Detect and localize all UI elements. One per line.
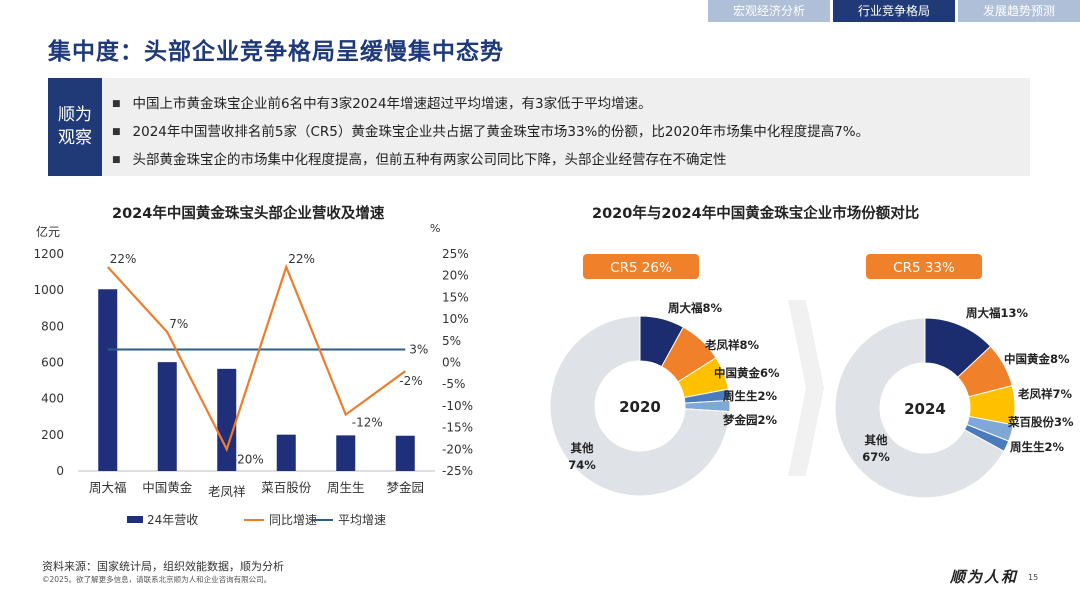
tab-industry-competition[interactable]: 行业竞争格局 xyxy=(833,0,955,22)
legend-swatch-revenue xyxy=(127,516,143,523)
donut-slice xyxy=(834,317,1005,499)
slice-label: 老凤祥7% xyxy=(1017,387,1073,401)
cr5-badge-label: CR5 33% xyxy=(893,260,955,276)
donut-center-year: 2024 xyxy=(904,400,946,418)
source-note: 资料来源：国家统计局，组织效能数据，顺为分析 xyxy=(42,560,284,573)
observation-point: 中国上市黄金珠宝企业前6名中有3家2024年增速超过平均增速，有3家低于平均增速… xyxy=(112,90,869,118)
tab-trend-forecast[interactable]: 发展趋势预测 xyxy=(958,0,1080,22)
left-tick-label: 1000 xyxy=(33,283,64,297)
yoy-data-label: -20% xyxy=(233,452,264,466)
observation-point: 2024年中国营收排名前5家（CR5）黄金珠宝企业共占据了黄金珠宝市场33%的份… xyxy=(112,118,870,146)
revenue-bar xyxy=(98,289,118,471)
slice-label: 老凤祥8% xyxy=(704,338,760,352)
slice-label: 周大福8% xyxy=(668,301,723,315)
revenue-bar xyxy=(395,435,415,471)
category-label: 菜百股份 xyxy=(261,480,312,495)
revenue-bar xyxy=(157,362,177,471)
observation-tag-line1: 顺为 xyxy=(58,105,92,125)
yoy-data-label: -2% xyxy=(399,374,422,388)
slice-label: 周生生2% xyxy=(1010,440,1065,454)
slice-label: 周大福13% xyxy=(966,306,1029,320)
left-axis-unit: 亿元 xyxy=(36,224,60,239)
slice-label: 梦金园2% xyxy=(723,413,778,427)
right-tick-label: -10% xyxy=(442,399,473,413)
right-axis-unit: % xyxy=(430,222,440,235)
left-tick-label: 200 xyxy=(41,428,64,442)
top-nav-tabs: 宏观经济分析 行业竞争格局 发展趋势预测 xyxy=(705,0,1080,22)
bar-chart-title: 2024年中国黄金珠宝头部企业营收及增速 xyxy=(112,206,385,222)
category-label: 中国黄金 xyxy=(142,480,193,495)
copyright-note: ©2025。欲了解更多信息，请联系北京顺为人和企业咨询有限公司。 xyxy=(42,575,272,584)
right-tick-label: 0% xyxy=(442,356,461,370)
slice-label: 菜百股份3% xyxy=(1007,415,1074,429)
slice-label: 中国黄金8% xyxy=(1004,352,1070,366)
donut-center-year: 2020 xyxy=(619,398,661,416)
observation-point: 头部黄金珠宝企的市场集中化程度提高，但前五种有两家公司同比下降，头部企业经营存在… xyxy=(112,146,869,174)
revenue-bar xyxy=(276,434,296,471)
cr5-badge xyxy=(866,254,982,279)
cr5-badge-label: CR5 26% xyxy=(610,260,672,276)
right-tick-label: -25% xyxy=(442,464,473,478)
legend-label-average: 平均增速 xyxy=(338,513,386,527)
right-tick-label: 5% xyxy=(442,334,461,348)
left-tick-label: 600 xyxy=(41,356,64,370)
observation-box: 顺为 观察 中国上市黄金珠宝企业前6名中有3家2024年增速超过平均增速，有3家… xyxy=(48,78,1030,176)
pie-chart-title: 2020年与2024年中国黄金珠宝企业市场份额对比 xyxy=(592,206,920,222)
left-tick-label: 0 xyxy=(56,464,64,478)
slice-label: 周生生2% xyxy=(723,389,778,403)
page-number: 15 xyxy=(1028,573,1039,582)
left-tick-label: 800 xyxy=(41,319,64,333)
slice-percent-label: 67% xyxy=(862,450,890,464)
left-tick-label: 1200 xyxy=(33,247,64,261)
observation-tag: 顺为 观察 xyxy=(48,78,102,176)
company-logo: 顺为人和 xyxy=(950,568,1019,586)
average-growth-label: 3% xyxy=(409,342,428,356)
category-label: 梦金园 xyxy=(386,480,424,495)
right-tick-label: 15% xyxy=(442,290,469,304)
left-tick-label: 400 xyxy=(41,392,64,406)
observation-tag-line2: 观察 xyxy=(58,128,92,148)
slice-label: 其他 xyxy=(571,441,594,455)
page-title: 集中度：头部企业竞争格局呈缓慢集中态势 xyxy=(48,39,504,65)
revenue-bar xyxy=(336,435,356,471)
right-tick-label: -15% xyxy=(442,421,473,435)
legend-label-yoy: 同比增速 xyxy=(269,513,317,527)
arrow-shape xyxy=(788,300,824,476)
yoy-data-label: 7% xyxy=(169,317,188,331)
right-tick-label: 10% xyxy=(442,312,469,326)
yoy-data-label: 22% xyxy=(288,252,315,266)
tab-macro-economy[interactable]: 宏观经济分析 xyxy=(708,0,830,22)
right-tick-label: 25% xyxy=(442,247,469,261)
yoy-data-label: 22% xyxy=(110,252,137,266)
category-label: 周生生 xyxy=(327,480,365,495)
yoy-data-label: -12% xyxy=(352,416,383,430)
right-tick-label: 20% xyxy=(442,269,469,283)
observation-list: 中国上市黄金珠宝企业前6名中有3家2024年增速超过平均增速，有3家低于平均增速… xyxy=(112,90,870,174)
slice-label: 其他 xyxy=(865,433,888,447)
right-tick-label: -20% xyxy=(442,442,473,456)
category-label: 老凤祥 xyxy=(208,484,246,499)
cr5-badge xyxy=(583,254,699,279)
donut-slice xyxy=(549,315,731,497)
slice-label: 中国黄金6% xyxy=(714,366,780,380)
category-label: 周大福 xyxy=(89,480,127,495)
revenue-bar xyxy=(217,368,237,471)
legend-label-revenue: 24年营收 xyxy=(147,513,198,527)
right-tick-label: -5% xyxy=(442,377,465,391)
slice-percent-label: 74% xyxy=(568,458,596,472)
yoy-growth-line xyxy=(106,263,406,453)
